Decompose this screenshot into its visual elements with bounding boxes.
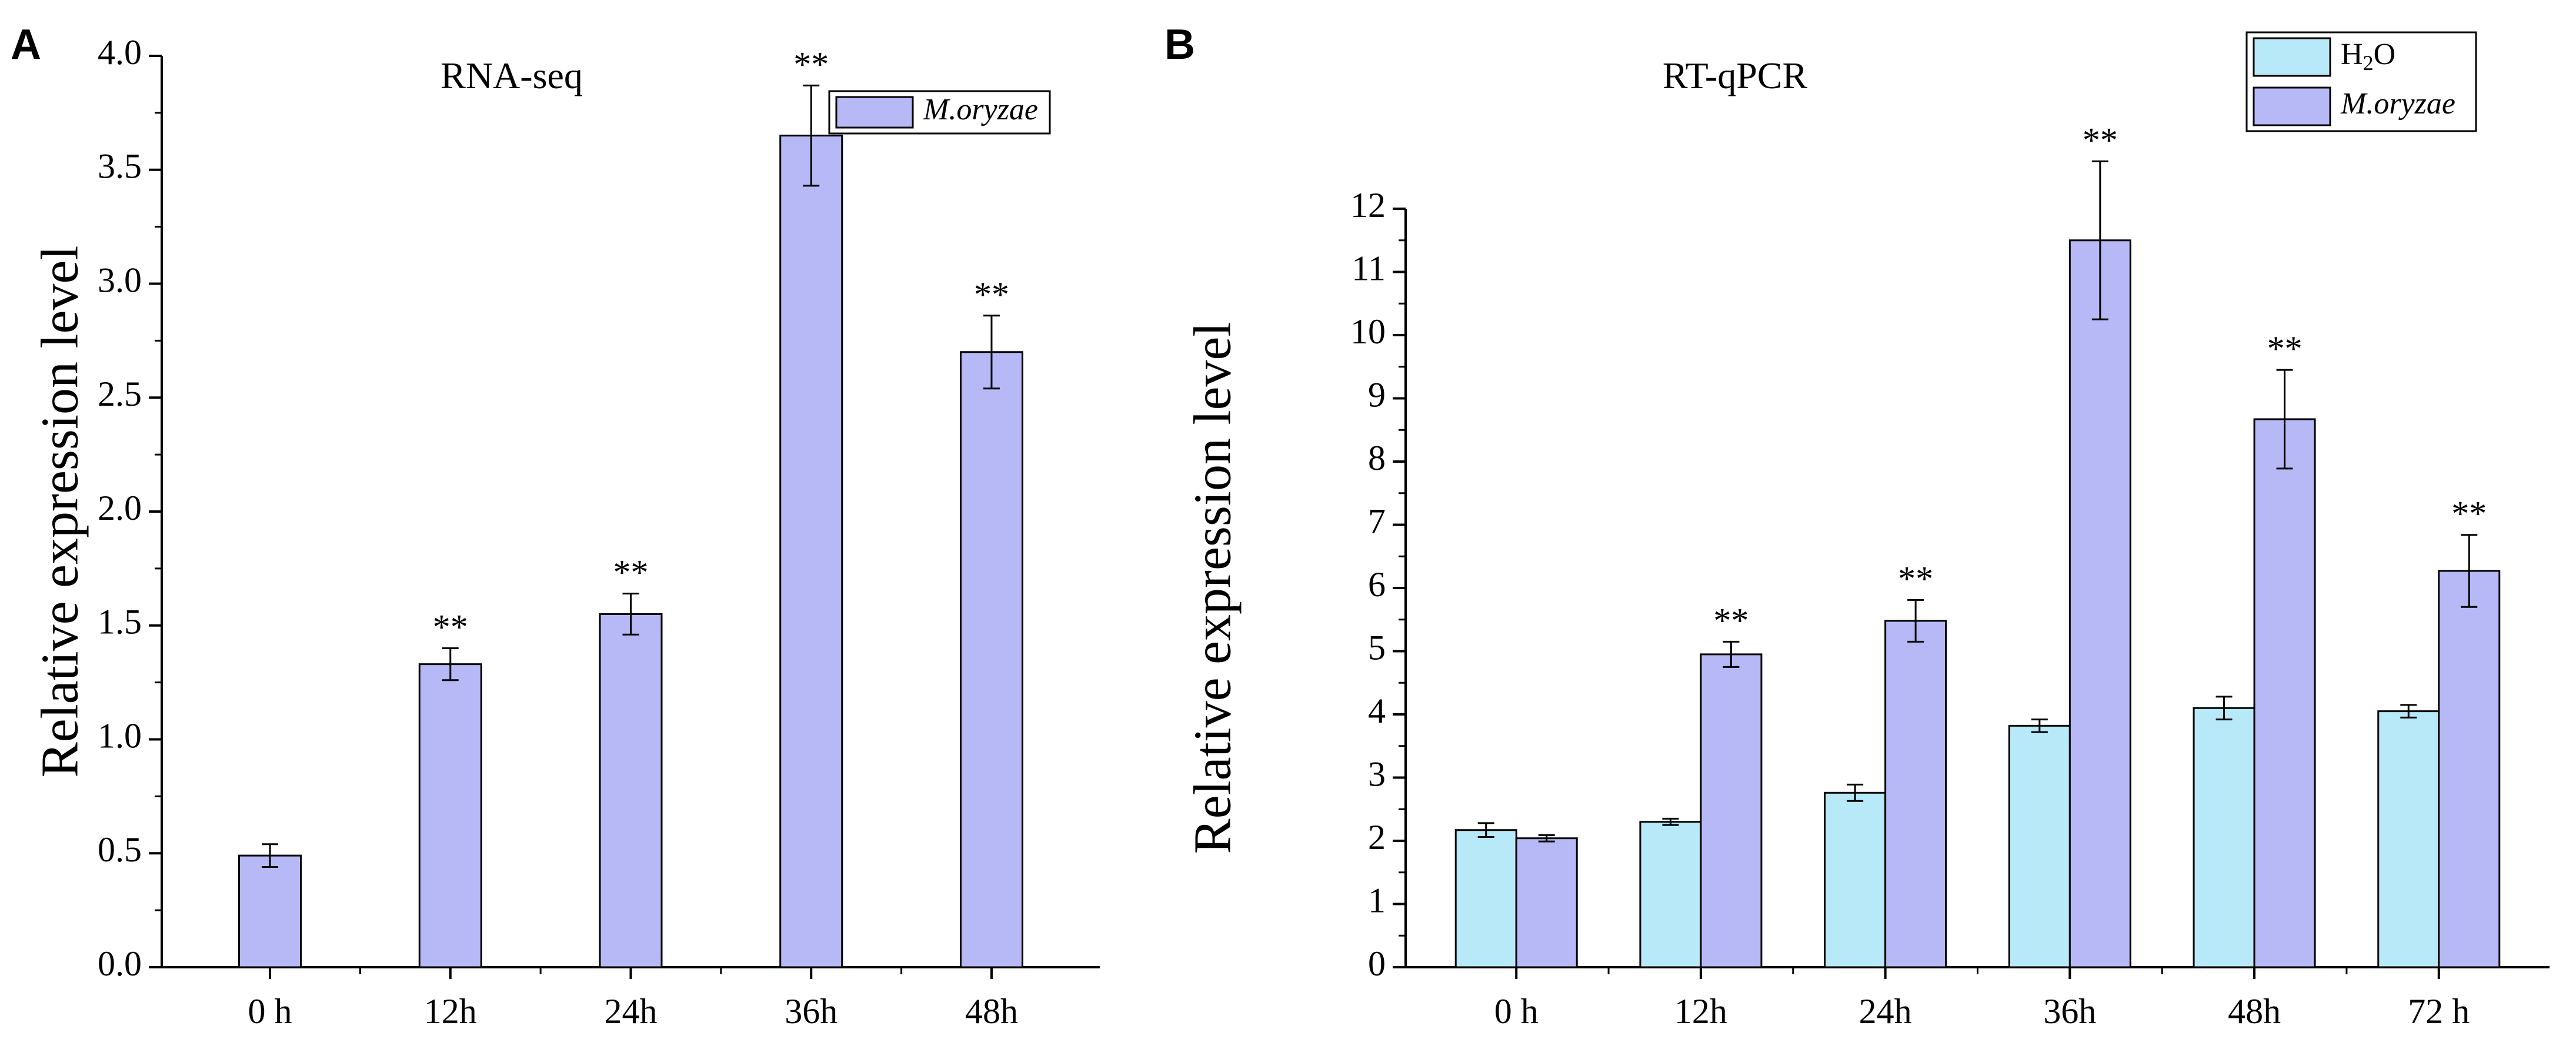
legend-swatch (2253, 37, 2331, 77)
bar (2253, 418, 2316, 968)
y-tick-label: 0 (1368, 944, 1386, 983)
bar (1884, 620, 1947, 968)
bar (2438, 570, 2501, 968)
bar (418, 663, 482, 968)
y-tick-label: 0.5 (98, 830, 142, 869)
y-tick-label: 6 (1368, 565, 1386, 604)
x-tick-label: 0 h (1494, 992, 1539, 1031)
legend-entry-label: H2O (2341, 38, 2395, 75)
y-axis-label: Relative expression level (31, 246, 89, 778)
legend-entry-label: M.oryzae (923, 93, 1038, 126)
y-tick-label: 2.0 (98, 489, 142, 527)
legend-swatch (835, 96, 914, 129)
y-tick-label: 3.5 (98, 147, 142, 186)
bar (1515, 837, 1578, 968)
significance-label: ** (1898, 559, 1933, 598)
legend-entry-label: M.oryzae (2340, 87, 2455, 121)
panel-label: A (11, 21, 41, 68)
x-tick-label: 24h (605, 992, 658, 1031)
bar (2193, 707, 2255, 968)
x-tick-label: 48h (965, 992, 1018, 1031)
chart-title: RT-qPCR (1663, 55, 1808, 96)
panel-label: B (1164, 21, 1195, 68)
bar (2008, 724, 2071, 968)
y-tick-label: 11 (1352, 249, 1386, 288)
y-tick-label: 10 (1350, 312, 1386, 351)
significance-label: ** (2451, 494, 2487, 533)
bar (1700, 653, 1763, 968)
y-axis-label: Relative expression level (1184, 322, 1242, 854)
significance-label: ** (1713, 601, 1749, 640)
y-tick-label: 7 (1368, 502, 1386, 540)
legend-swatch (2253, 86, 2331, 126)
bar (2068, 239, 2131, 968)
y-tick-label: 1 (1368, 881, 1386, 920)
y-tick-label: 3.0 (98, 260, 142, 299)
significance-label: ** (974, 275, 1009, 314)
y-tick-label: 1.5 (98, 603, 142, 641)
panel-a: A RNA-seq Relative expression level 0.0 0.5 1… (11, 21, 1100, 1031)
y-tick-label: 4 (1368, 691, 1386, 730)
x-tick-label: 12h (1674, 992, 1727, 1031)
y-tick-label: 1.0 (98, 716, 142, 755)
bar (1454, 829, 1517, 968)
bar (1824, 791, 1887, 968)
y-tick-label: 2 (1368, 818, 1386, 857)
bar (779, 135, 843, 968)
x-tick-label: 48h (2228, 992, 2281, 1031)
y-tick-label: 2.5 (98, 375, 142, 413)
x-tick-label: 12h (424, 992, 477, 1031)
y-tick-label: 12 (1350, 186, 1386, 225)
bar (2377, 710, 2440, 968)
bar (599, 613, 663, 968)
y-tick-label: 0.0 (98, 944, 142, 983)
significance-label: ** (793, 45, 829, 83)
y-tick-label: 9 (1368, 375, 1386, 414)
x-tick-label: 72 h (2408, 992, 2470, 1031)
x-tick-label: 24h (1859, 992, 1912, 1031)
y-tick-label: 4.0 (98, 33, 142, 72)
chart-title: RNA-seq (441, 55, 583, 96)
x-tick-label: 36h (785, 992, 837, 1031)
y-tick-label: 3 (1368, 754, 1386, 793)
x-tick-label: 0 h (248, 992, 292, 1031)
y-tick-label: 5 (1368, 628, 1386, 667)
bar (1639, 821, 1702, 968)
significance-label: ** (433, 608, 468, 647)
x-tick-label: 36h (2043, 992, 2096, 1031)
significance-label: ** (2083, 121, 2118, 159)
significance-label: ** (613, 553, 649, 592)
bar (238, 854, 302, 968)
bar (959, 351, 1023, 968)
y-tick-label: 8 (1368, 439, 1386, 477)
significance-label: ** (2267, 329, 2303, 368)
